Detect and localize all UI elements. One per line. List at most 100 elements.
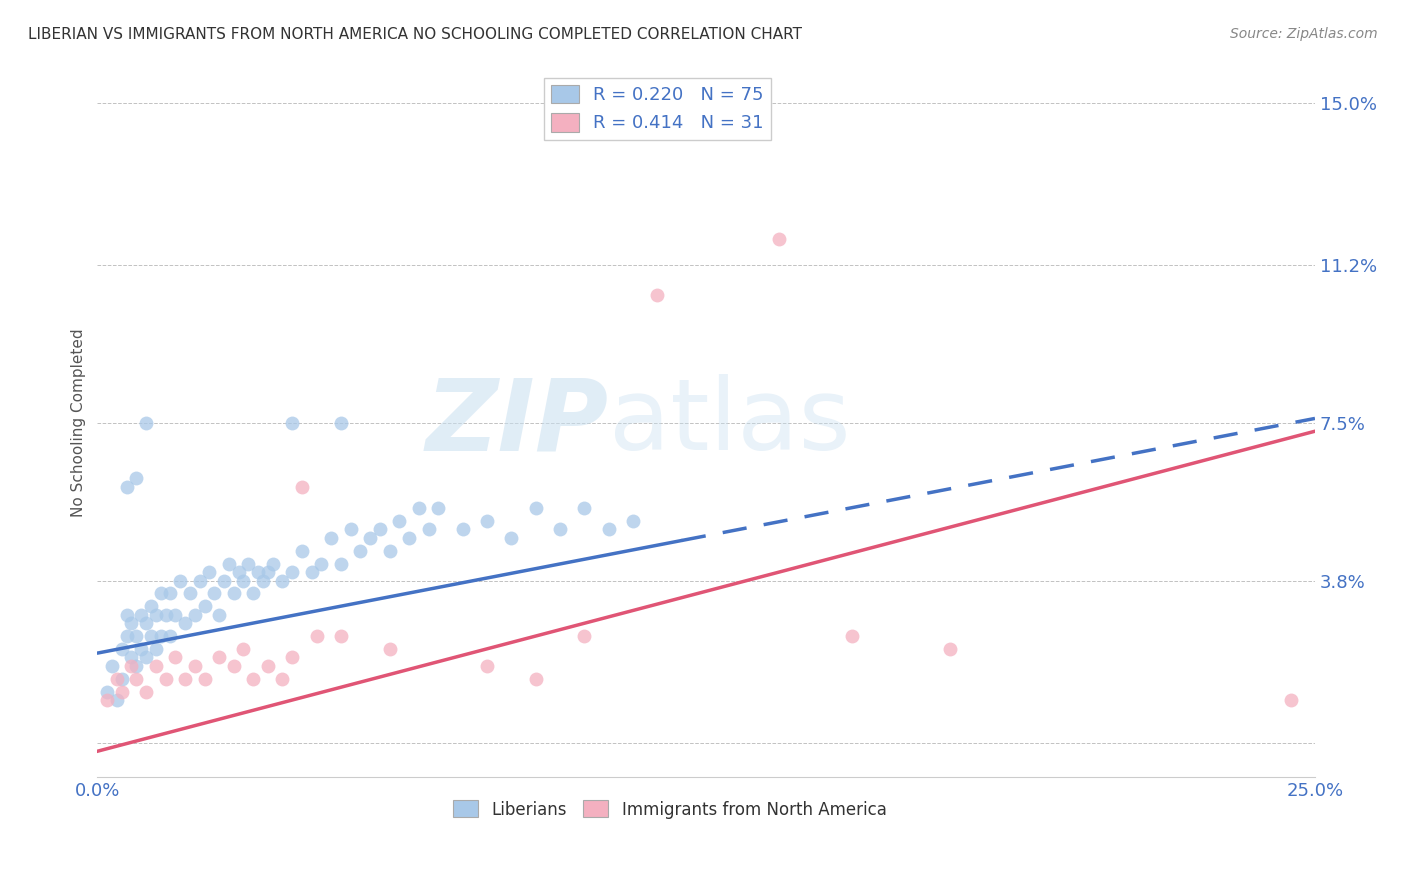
Point [524,672,547,686]
Point [139,599,162,614]
Point [768,232,790,246]
Text: atlas: atlas [609,374,851,471]
Point [179,586,201,600]
Point [105,672,128,686]
Point [501,531,523,545]
Point [329,416,352,430]
Point [155,607,177,622]
Point [202,586,225,600]
Point [329,629,352,643]
Point [451,522,474,536]
Point [388,514,411,528]
Point [135,684,157,698]
Point [256,565,278,579]
Point [125,629,148,643]
Point [135,650,157,665]
Point [115,607,138,622]
Point [271,672,294,686]
Point [232,641,254,656]
Point [938,641,960,656]
Point [232,574,254,588]
Point [475,514,498,528]
Point [208,607,231,622]
Point [125,471,148,485]
Point [188,574,211,588]
Point [291,543,314,558]
Point [174,672,197,686]
Point [222,659,245,673]
Point [101,659,124,673]
Point [165,607,187,622]
Point [145,607,167,622]
Point [281,650,304,665]
Point [155,672,177,686]
Point [198,565,221,579]
Point [305,629,328,643]
Point [281,565,304,579]
Point [329,557,352,571]
Point [398,531,420,545]
Point [96,693,118,707]
Point [96,684,118,698]
Point [311,557,333,571]
Text: LIBERIAN VS IMMIGRANTS FROM NORTH AMERICA NO SCHOOLING COMPLETED CORRELATION CHA: LIBERIAN VS IMMIGRANTS FROM NORTH AMERIC… [28,27,801,42]
Point [125,659,148,673]
Point [125,672,148,686]
Point [135,416,157,430]
Point [598,522,620,536]
Point [165,650,187,665]
Point [427,501,450,516]
Y-axis label: No Schooling Completed: No Schooling Completed [72,328,86,517]
Point [238,557,260,571]
Point [418,522,440,536]
Point [208,650,231,665]
Point [120,616,142,631]
Point [349,543,371,558]
Point [115,480,138,494]
Point [574,629,596,643]
Point [145,641,167,656]
Point [111,641,134,656]
Point [242,586,264,600]
Point [262,557,284,571]
Point [408,501,430,516]
Point [281,416,304,430]
Point [193,672,215,686]
Point [271,574,294,588]
Point [120,650,142,665]
Point [378,641,401,656]
Point [621,514,644,528]
Point [574,501,596,516]
Point [548,522,571,536]
Point [359,531,381,545]
Point [1279,693,1302,707]
Point [149,629,172,643]
Point [129,607,152,622]
Point [184,607,207,622]
Point [145,659,167,673]
Point [222,586,245,600]
Point [139,629,162,643]
Legend: Liberians, Immigrants from North America: Liberians, Immigrants from North America [446,794,893,825]
Point [129,641,152,656]
Point [647,287,669,301]
Point [149,586,172,600]
Point [291,480,314,494]
Point [524,501,547,516]
Point [111,684,134,698]
Point [159,586,181,600]
Point [228,565,250,579]
Point [115,629,138,643]
Point [159,629,181,643]
Point [339,522,361,536]
Point [105,693,128,707]
Point [378,543,401,558]
Point [242,672,264,686]
Point [218,557,240,571]
Point [169,574,191,588]
Point [256,659,278,673]
Point [111,672,134,686]
Point [247,565,270,579]
Point [368,522,391,536]
Point [174,616,197,631]
